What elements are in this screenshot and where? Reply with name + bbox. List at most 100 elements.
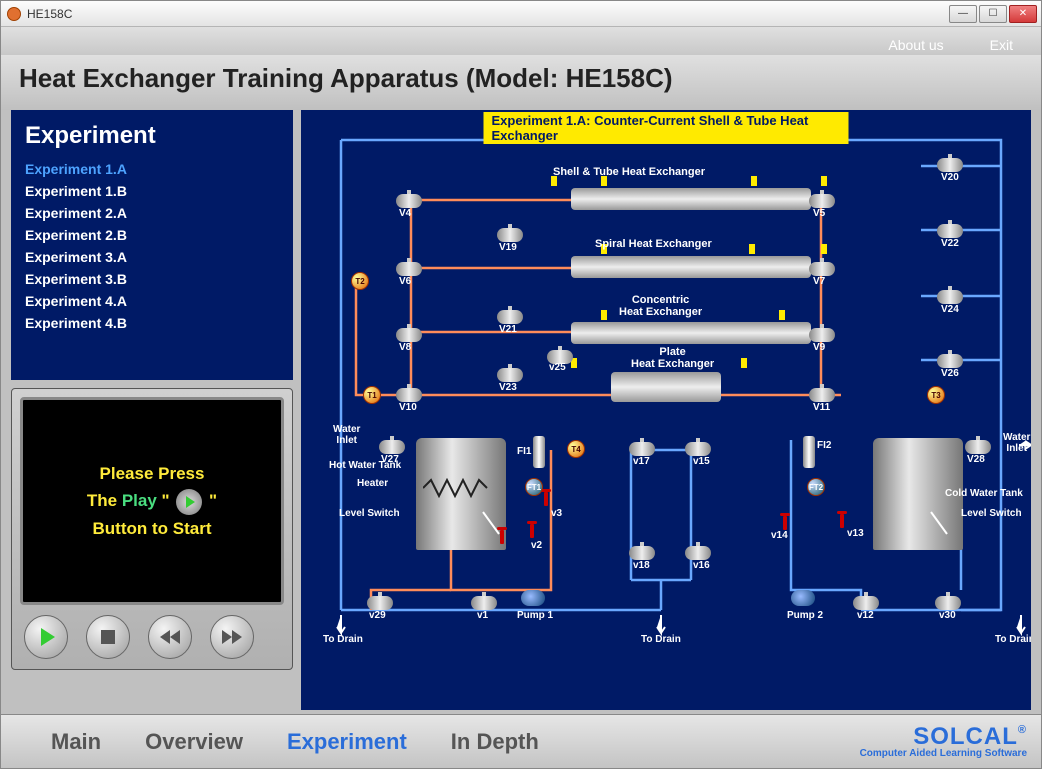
diagram-panel: Experiment 1.A: Counter-Current Shell & … [301, 110, 1031, 710]
nav-tabs: Main Overview Experiment In Depth [15, 729, 539, 755]
stop-button[interactable] [86, 615, 130, 659]
heater-icon [423, 478, 493, 498]
experiment-list: Experiment 1.AExperiment 1.BExperiment 2… [25, 158, 279, 334]
valve-v6 [396, 262, 422, 276]
about-link[interactable]: About us [888, 37, 943, 53]
header-bar: About us Exit [1, 27, 1041, 55]
sensor-stub [741, 358, 747, 368]
play-button[interactable] [24, 615, 68, 659]
experiment-item[interactable]: Experiment 2.B [25, 224, 279, 246]
label-v25: v25 [549, 362, 566, 373]
label-v7: V7 [813, 276, 825, 287]
label-pump2: Pump 2 [787, 610, 823, 621]
sensor-stub [779, 310, 785, 320]
forward-button[interactable] [210, 615, 254, 659]
label-v5: V5 [813, 208, 825, 219]
nav-tab-overview[interactable]: Overview [145, 729, 243, 755]
label-drain-3: To Drain [995, 634, 1031, 645]
video-message: Please Press The Play " " Button to Star… [87, 460, 217, 542]
label-v13: v13 [847, 528, 864, 539]
level-switch-icon [927, 510, 951, 538]
hand-valve-v3 [541, 492, 551, 506]
window-title: HE158C [27, 7, 72, 21]
valve-v18 [629, 546, 655, 560]
experiment-item[interactable]: Experiment 4.A [25, 290, 279, 312]
label-v12: v12 [857, 610, 874, 621]
label-drain-2: To Drain [641, 634, 681, 645]
experiment-item[interactable]: Experiment 2.A [25, 202, 279, 224]
shell-tube-exchanger [571, 188, 811, 210]
label-v17: v17 [633, 456, 650, 467]
label-v14: v14 [771, 530, 788, 541]
valve-v8 [396, 328, 422, 342]
experiment-item[interactable]: Experiment 3.A [25, 246, 279, 268]
video-quote-l: " [157, 491, 175, 510]
label-level-switch-r: Level Switch [961, 508, 1022, 519]
sensor-stub [601, 310, 607, 320]
label-drain-1: To Drain [323, 634, 363, 645]
sensor-t1: T1 [363, 386, 381, 404]
valve-v16 [685, 546, 711, 560]
nav-tab-experiment[interactable]: Experiment [287, 729, 407, 755]
label-v18: v18 [633, 560, 650, 571]
valve-v23 [497, 368, 523, 382]
hand-valve [497, 530, 507, 544]
label-v21: V21 [499, 324, 517, 335]
close-button[interactable]: ✕ [1009, 5, 1037, 23]
valve-v20 [937, 158, 963, 172]
valve-v17 [629, 442, 655, 456]
experiment-item[interactable]: Experiment 1.B [25, 180, 279, 202]
exit-link[interactable]: Exit [990, 37, 1013, 53]
valve-v11 [809, 388, 835, 402]
label-water-inlet-right: WaterInlet [1003, 432, 1030, 454]
media-controls [20, 605, 284, 661]
valve-v24 [937, 290, 963, 304]
experiment-item[interactable]: Experiment 3.B [25, 268, 279, 290]
body: Experiment Experiment 1.AExperiment 1.BE… [1, 110, 1041, 714]
video-line2a: The [87, 491, 122, 510]
hand-valve-v2 [527, 524, 537, 538]
label-v30: v30 [939, 610, 956, 621]
valve-v5 [809, 194, 835, 208]
label-v2: v2 [531, 540, 542, 551]
label-water-inlet-left: WaterInlet [333, 424, 360, 446]
left-column: Experiment Experiment 1.AExperiment 1.BE… [11, 110, 293, 710]
sensor-stub [821, 244, 827, 254]
app-icon [7, 7, 21, 21]
label-level-switch-l: Level Switch [339, 508, 400, 519]
nav-tab-main[interactable]: Main [51, 729, 101, 755]
label-v28: V28 [967, 454, 985, 465]
valve-v26 [937, 354, 963, 368]
valve-v19 [497, 228, 523, 242]
nav-tab-in-depth[interactable]: In Depth [451, 729, 539, 755]
valve-v7 [809, 262, 835, 276]
label-v8: V8 [399, 342, 411, 353]
flowmeter-fi1 [533, 436, 545, 468]
page-title: Heat Exchanger Training Apparatus (Model… [1, 55, 1041, 110]
minimize-button[interactable]: — [949, 5, 977, 23]
brand-tag: Computer Aided Learning Software [860, 749, 1027, 759]
hand-valve-v14 [780, 516, 790, 530]
valve-v10 [396, 388, 422, 402]
video-line3: Button to Start [87, 515, 217, 542]
valve-v12 [853, 596, 879, 610]
label-v15: v15 [693, 456, 710, 467]
label-v6: V6 [399, 276, 411, 287]
maximize-button[interactable]: ☐ [979, 5, 1007, 23]
valve-v15 [685, 442, 711, 456]
rewind-button[interactable] [148, 615, 192, 659]
sensor-stub [751, 176, 757, 186]
label-fi1: FI1 [517, 446, 531, 457]
experiment-item[interactable]: Experiment 4.B [25, 312, 279, 334]
experiment-item[interactable]: Experiment 1.A [25, 158, 279, 180]
sensor-t4: T4 [567, 440, 585, 458]
plate-exchanger [611, 372, 721, 402]
hand-valve-v13 [837, 514, 847, 528]
label-v3: v3 [551, 508, 562, 519]
video-quote-r: " [204, 491, 217, 510]
label-plate: PlateHeat Exchanger [631, 346, 714, 370]
bottom-nav: MainOverviewExperimentIn Depth SOLCAL® C… [1, 714, 1041, 768]
sensor-stub [749, 244, 755, 254]
brand-name: SOLCAL [913, 723, 1018, 750]
play-icon [176, 489, 202, 515]
